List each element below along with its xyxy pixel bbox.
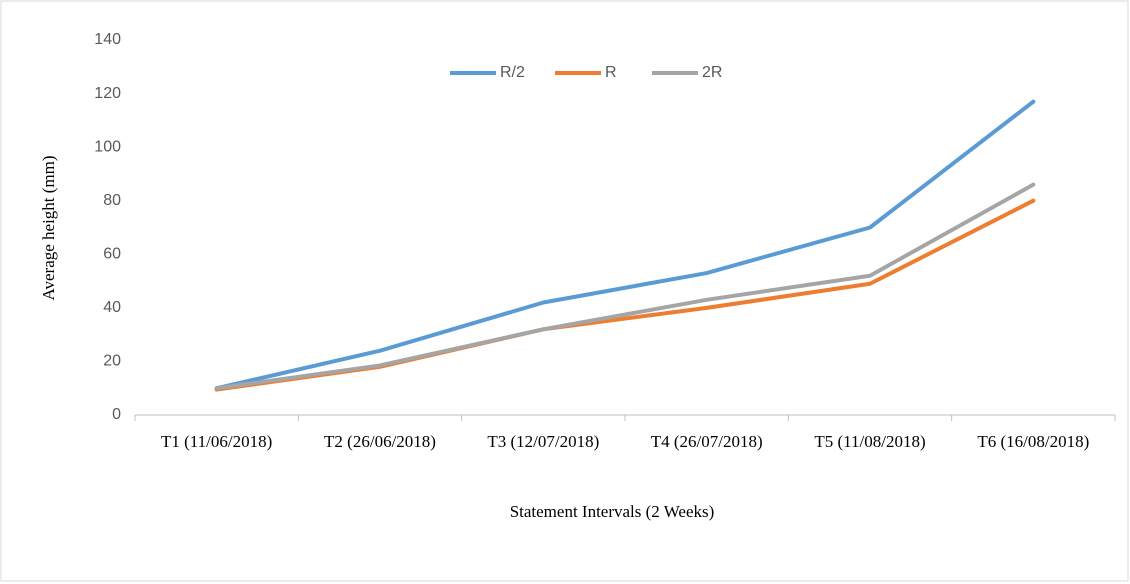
y-tick-label: 0 <box>112 406 121 423</box>
series-line <box>214 182 1036 391</box>
series-line <box>214 99 1036 391</box>
y-tick-label: 40 <box>103 299 121 316</box>
x-tick-label: T3 (12/07/2018) <box>487 432 599 451</box>
y-tick-label: 20 <box>103 353 121 370</box>
x-tick-label: T4 (26/07/2018) <box>651 432 763 451</box>
y-tick-label: 120 <box>94 85 121 102</box>
y-tick-label: 80 <box>103 192 121 209</box>
y-tick-label: 140 <box>94 31 121 48</box>
legend-label: R <box>605 64 617 81</box>
x-axis-title: Statement Intervals (2 Weeks) <box>510 502 715 521</box>
y-axis-title: Average height (mm) <box>39 155 58 300</box>
x-tick-label: T2 (26/06/2018) <box>324 432 436 451</box>
x-tick-label: T1 (11/06/2018) <box>161 432 272 451</box>
y-tick-label: 60 <box>103 246 121 263</box>
legend-label: R/2 <box>500 64 525 81</box>
y-tick-label: 100 <box>94 138 121 155</box>
legend-label: 2R <box>702 64 722 81</box>
x-tick-label: T6 (16/08/2018) <box>977 432 1089 451</box>
x-tick-label: T5 (11/08/2018) <box>814 432 925 451</box>
